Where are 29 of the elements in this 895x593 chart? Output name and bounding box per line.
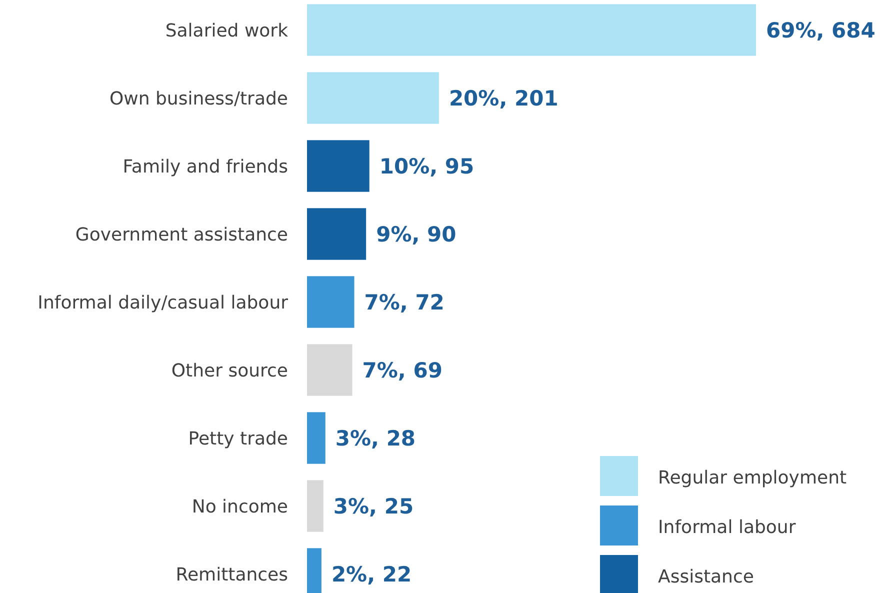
bar xyxy=(307,72,439,124)
data-label: 7%, 72 xyxy=(364,290,444,314)
y-tick-label: Salaried work xyxy=(165,20,289,42)
y-tick-label: Own business/trade xyxy=(109,88,288,110)
y-tick-label: Government assistance xyxy=(75,224,288,246)
data-label: 7%, 69 xyxy=(362,358,442,382)
bar xyxy=(307,344,352,396)
bar xyxy=(307,4,756,56)
legend-label: Assistance xyxy=(658,566,754,588)
data-label: 9%, 90 xyxy=(376,222,456,246)
bar xyxy=(307,140,370,192)
data-label: 2%, 22 xyxy=(331,562,412,586)
y-tick-label: No income xyxy=(192,496,288,518)
legend-label: Regular employment xyxy=(658,467,847,488)
y-tick-label: Informal daily/casual labour xyxy=(38,292,289,314)
bar xyxy=(307,208,366,260)
data-label: 69%, 684 xyxy=(766,18,876,42)
bar xyxy=(307,276,354,328)
legend-label: Informal labour xyxy=(658,516,796,538)
y-tick-label: Remittances xyxy=(176,564,288,586)
bar xyxy=(307,480,324,532)
data-label: 3%, 25 xyxy=(333,494,414,518)
y-tick-label: Other source xyxy=(171,360,288,382)
y-tick-label: Petty trade xyxy=(188,428,288,450)
data-label: 10%, 95 xyxy=(379,154,474,178)
y-tick-label: Family and friends xyxy=(122,156,288,178)
data-label: 3%, 28 xyxy=(335,426,416,450)
bar xyxy=(307,412,326,464)
data-label: 20%, 201 xyxy=(448,86,558,110)
